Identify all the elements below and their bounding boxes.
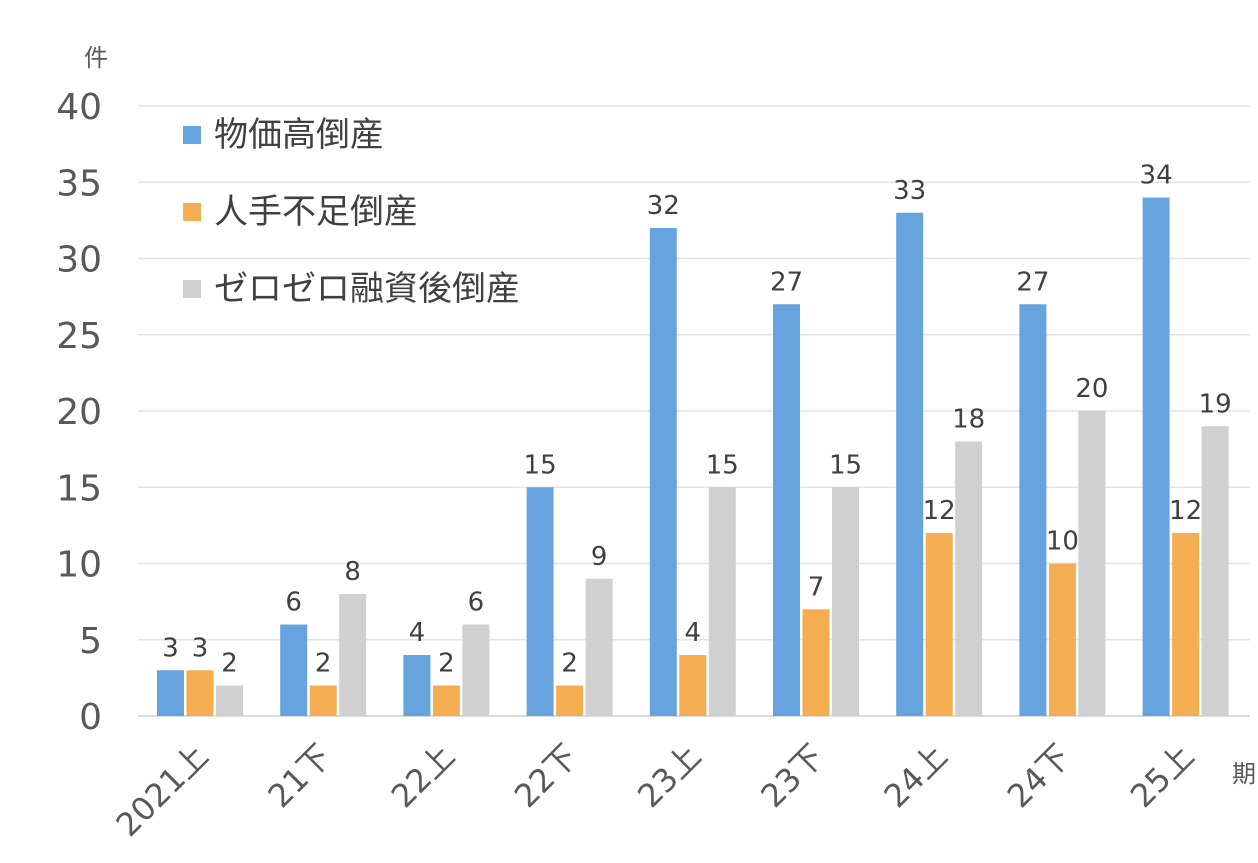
data-label: 15: [706, 450, 739, 480]
bar-1-9: [1142, 197, 1170, 716]
data-label: 33: [893, 176, 926, 206]
bar-3-8: [1078, 411, 1106, 716]
bar-1-8: [1019, 304, 1047, 716]
data-label: 12: [923, 496, 956, 526]
bar-2-4: [556, 685, 584, 716]
bar-1-5: [649, 228, 677, 716]
legend-swatch-2: [183, 203, 201, 221]
x-axis-unit: 期: [1232, 760, 1256, 788]
bar-2-7: [925, 533, 953, 716]
y-tick-label: 35: [56, 163, 102, 204]
bar-2-9: [1172, 533, 1200, 716]
data-label: 34: [1140, 161, 1173, 191]
x-tick-label: 25上: [1123, 737, 1201, 815]
data-label: 15: [524, 450, 557, 480]
x-axis-ticks: 2021上 21下 22上 22下 23上 23下 24上 24下 25上: [109, 737, 1202, 844]
data-label: 8: [344, 557, 361, 587]
bar-3-9: [1201, 426, 1229, 716]
data-label: 7: [808, 572, 825, 602]
x-tick-label: 23上: [630, 737, 708, 815]
bar-1-7: [896, 212, 924, 716]
x-tick-label: 22上: [384, 737, 462, 815]
bar-3-1: [216, 685, 243, 716]
y-axis-ticks: 0 5 10 15 20 25 30 35 40: [56, 87, 102, 738]
bar-1-4: [526, 487, 554, 716]
data-label: 9: [591, 542, 608, 572]
bar-3-5: [708, 487, 736, 716]
bar-2-8: [1048, 563, 1076, 716]
data-label: 4: [409, 618, 426, 648]
data-label: 12: [1169, 496, 1202, 526]
y-tick-label: 0: [79, 697, 102, 738]
y-tick-label: 30: [56, 240, 102, 281]
legend-label-1: 物価高倒産: [214, 115, 384, 155]
bar-3-3: [462, 624, 490, 716]
legend-swatch-3: [183, 280, 201, 298]
bar-3-2: [339, 594, 367, 716]
data-label: 3: [192, 633, 209, 663]
data-labels: 3 326284261529324152771533121827102034121…: [162, 161, 1231, 679]
bar-2-2: [309, 685, 337, 716]
y-tick-label: 40: [56, 87, 102, 128]
x-tick-label: 24下: [1000, 737, 1078, 815]
data-label: 27: [770, 267, 803, 297]
bar-1-6: [773, 304, 800, 716]
data-label: 2: [221, 649, 238, 679]
legend-swatch-1: [183, 126, 201, 144]
data-label: 2: [438, 649, 455, 679]
bar-2-3: [432, 685, 460, 716]
grid-lines: [138, 105, 1250, 717]
bar-1-3: [403, 655, 431, 716]
data-label: 32: [647, 191, 680, 221]
bar-2-6: [802, 609, 830, 716]
y-tick-label: 15: [56, 468, 102, 509]
data-label: 6: [285, 588, 302, 618]
bar-3-4: [585, 578, 613, 716]
data-label: 19: [1199, 389, 1232, 419]
bar-2-5: [679, 655, 707, 716]
legend-label-3: ゼロゼロ融資後倒産: [214, 269, 520, 309]
data-label: 18: [952, 405, 985, 435]
y-axis-unit: 件: [84, 44, 108, 72]
data-label: 2: [561, 649, 578, 679]
bars: [157, 197, 1229, 716]
data-label: 2: [315, 649, 332, 679]
data-label: 27: [1016, 267, 1049, 297]
data-label: 10: [1046, 527, 1079, 557]
x-tick-label: 21下: [261, 737, 339, 815]
bar-2-1: [186, 670, 214, 716]
bar-1-2: [280, 624, 308, 716]
data-label: 4: [685, 618, 702, 648]
data-label: 6: [468, 588, 485, 618]
x-tick-label: 22下: [507, 737, 585, 815]
x-tick-label: 2021上: [109, 737, 216, 844]
x-tick-label: 23下: [753, 737, 831, 815]
legend-label-2: 人手不足倒産: [214, 192, 418, 232]
y-tick-label: 25: [56, 316, 102, 357]
data-label: 20: [1075, 374, 1108, 404]
y-tick-label: 10: [56, 545, 102, 586]
y-tick-label: 20: [56, 392, 102, 433]
data-label: 15: [829, 450, 862, 480]
x-tick-label: 24上: [877, 737, 955, 815]
y-tick-label: 5: [79, 621, 102, 662]
bar-3-7: [955, 441, 983, 716]
bar-1-1: [157, 670, 184, 716]
bar-3-6: [832, 487, 859, 716]
data-label: 3: [162, 633, 179, 663]
